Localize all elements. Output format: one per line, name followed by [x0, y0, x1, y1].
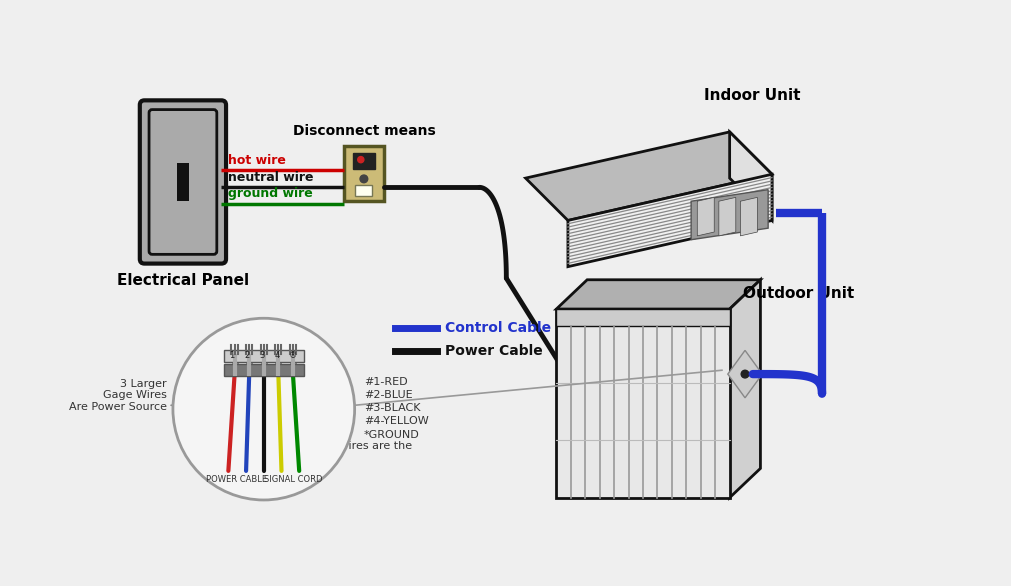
Text: #3-BLACK: #3-BLACK	[364, 403, 420, 413]
Text: 3 Larger
Gage Wires
Are Power Source: 3 Larger Gage Wires Are Power Source	[69, 379, 167, 412]
Bar	[353, 154, 374, 169]
Polygon shape	[556, 309, 729, 326]
Text: Indoor Unit: Indoor Unit	[704, 88, 800, 103]
Text: #2-BLUE: #2-BLUE	[364, 390, 412, 400]
Text: ®: ®	[288, 351, 297, 360]
Bar	[223, 364, 303, 376]
Polygon shape	[740, 197, 756, 236]
Bar	[355, 185, 372, 196]
Polygon shape	[567, 174, 771, 267]
FancyBboxPatch shape	[149, 110, 216, 254]
Circle shape	[357, 156, 364, 163]
Text: Control Cable: Control Cable	[444, 321, 550, 335]
Text: 1: 1	[228, 351, 234, 360]
Bar	[344, 146, 383, 201]
Text: hot wire: hot wire	[227, 154, 285, 166]
Text: POWER CABLE: POWER CABLE	[206, 475, 267, 484]
Circle shape	[360, 175, 367, 183]
Polygon shape	[525, 132, 771, 220]
Text: Power Cable: Power Cable	[444, 345, 542, 359]
Polygon shape	[691, 190, 767, 240]
Text: 4: 4	[275, 351, 280, 360]
Text: 2: 2	[244, 351, 250, 360]
Text: SIGNAL CORD: SIGNAL CORD	[264, 475, 321, 484]
Polygon shape	[718, 197, 735, 236]
Text: #4-YELLOW: #4-YELLOW	[364, 417, 429, 427]
Bar	[177, 163, 189, 201]
Text: *GROUND: *GROUND	[364, 430, 420, 440]
Polygon shape	[697, 197, 714, 236]
Text: Disconnect means: Disconnect means	[292, 124, 435, 138]
Text: 2 Smaller Wires are the
control: 2 Smaller Wires are the control	[280, 441, 411, 462]
Circle shape	[173, 318, 354, 500]
Text: #1-RED: #1-RED	[364, 377, 407, 387]
Bar	[223, 350, 303, 362]
Text: neutral wire: neutral wire	[227, 171, 312, 183]
Polygon shape	[727, 350, 761, 398]
Text: Outdoor Unit: Outdoor Unit	[742, 287, 853, 301]
Polygon shape	[556, 280, 759, 309]
Polygon shape	[729, 280, 759, 498]
Text: 3: 3	[259, 351, 265, 360]
Polygon shape	[729, 132, 771, 220]
Text: Electrical Panel: Electrical Panel	[116, 273, 249, 288]
FancyBboxPatch shape	[140, 100, 225, 264]
Text: ground wire: ground wire	[227, 188, 312, 200]
Circle shape	[740, 370, 748, 378]
Polygon shape	[556, 309, 729, 498]
